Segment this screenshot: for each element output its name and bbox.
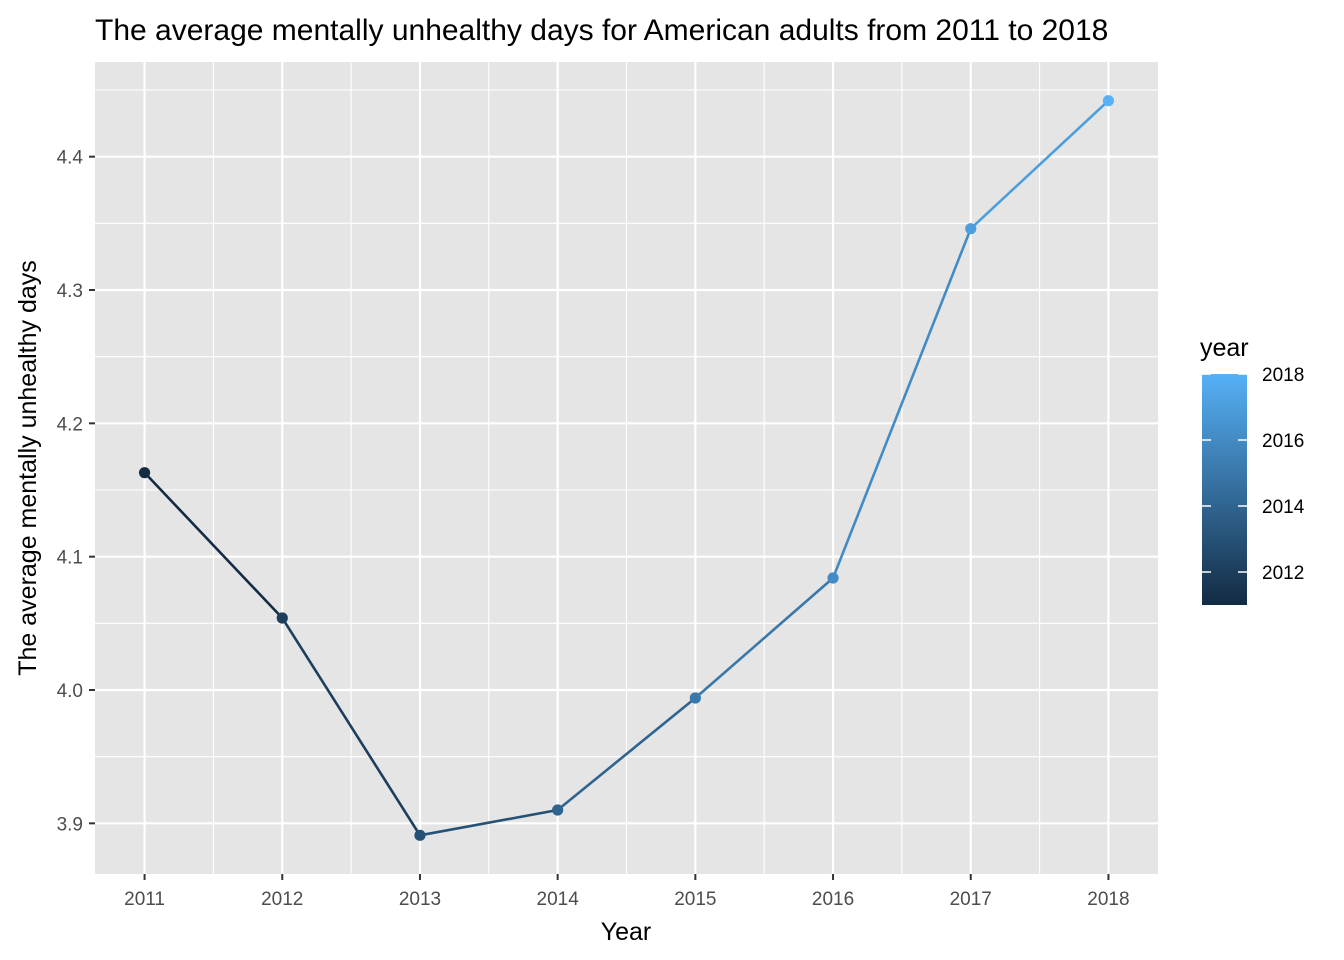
line-segment bbox=[556, 696, 697, 812]
data-point bbox=[689, 692, 701, 704]
y-tick-label: 4.0 bbox=[57, 681, 83, 702]
minor-gridlines bbox=[95, 62, 1158, 874]
data-point bbox=[276, 612, 288, 624]
x-axis: 2011 2012 2013 2014 2015 2016 2017 2018 bbox=[124, 874, 1130, 910]
line-segment bbox=[831, 227, 973, 580]
legend-ticks: 2012 2014 2016 2018 bbox=[1202, 365, 1305, 584]
x-tick-label: 2012 bbox=[261, 889, 303, 910]
y-tick-label: 4.4 bbox=[57, 148, 84, 169]
legend-tick-label: 2018 bbox=[1262, 365, 1304, 386]
legend-tick-label: 2014 bbox=[1262, 497, 1305, 518]
data-point bbox=[414, 829, 426, 841]
x-tick-label: 2015 bbox=[674, 889, 716, 910]
x-tick-label: 2013 bbox=[399, 889, 441, 910]
series-line bbox=[143, 99, 1110, 837]
line-segment bbox=[280, 616, 422, 837]
x-axis-title: Year bbox=[601, 918, 652, 946]
y-tick-label: 4.1 bbox=[57, 548, 83, 569]
y-tick-label: 4.2 bbox=[57, 414, 83, 435]
x-tick-label: 2014 bbox=[537, 889, 580, 910]
data-point bbox=[552, 804, 564, 816]
y-axis: 3.9 4.0 4.1 4.2 4.3 4.4 bbox=[57, 148, 95, 835]
line-segment bbox=[969, 99, 1110, 230]
series-points bbox=[138, 95, 1115, 841]
x-tick-label: 2016 bbox=[812, 889, 854, 910]
line-segment bbox=[418, 808, 559, 837]
legend: year 2012 2014 2016 2018 bbox=[1200, 334, 1305, 605]
y-axis-title: The average mentally unhealthy days bbox=[14, 260, 42, 676]
legend-colorbar bbox=[1202, 374, 1247, 605]
data-point bbox=[1102, 95, 1115, 107]
legend-tick-label: 2012 bbox=[1262, 563, 1304, 584]
x-tick-label: 2017 bbox=[950, 889, 992, 910]
y-tick-label: 3.9 bbox=[57, 814, 83, 835]
line-segment bbox=[143, 471, 284, 620]
data-point bbox=[827, 572, 839, 584]
legend-title: year bbox=[1200, 334, 1249, 362]
data-point bbox=[965, 223, 977, 235]
x-tick-label: 2018 bbox=[1087, 889, 1129, 910]
x-tick-label: 2011 bbox=[124, 889, 165, 910]
line-segment bbox=[694, 576, 835, 700]
y-tick-label: 4.3 bbox=[57, 281, 83, 302]
chart-title: The average mentally unhealthy days for … bbox=[95, 14, 1108, 47]
data-point bbox=[138, 467, 151, 479]
legend-tick-label: 2016 bbox=[1262, 431, 1304, 452]
